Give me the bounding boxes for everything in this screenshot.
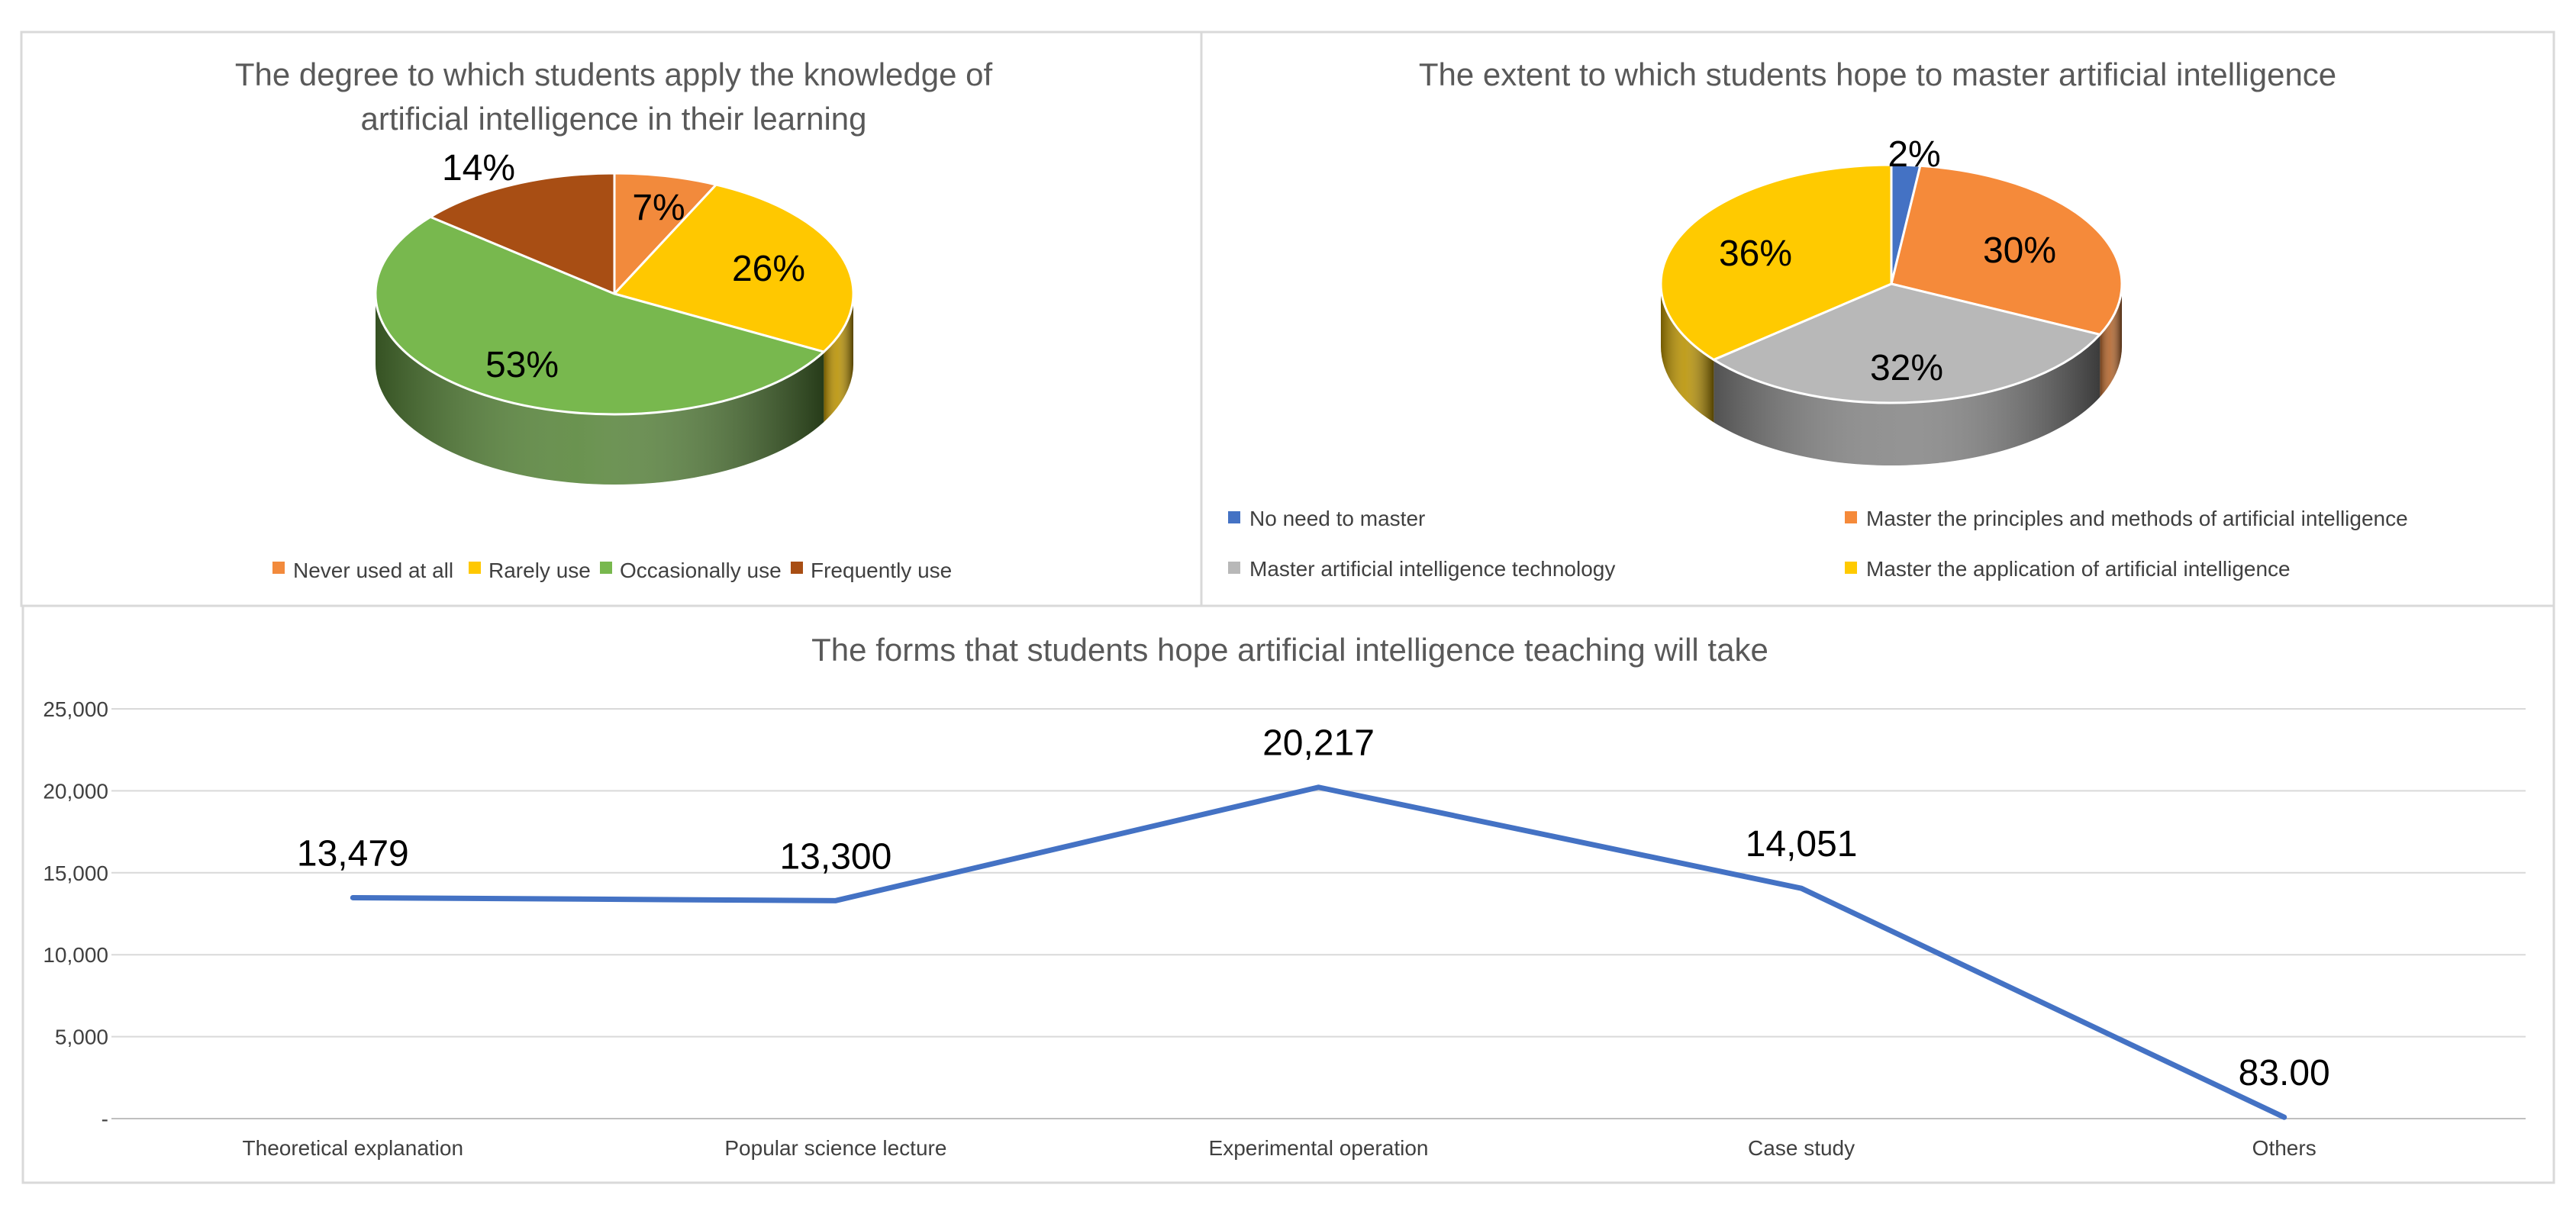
legend-swatch-frequently	[791, 562, 803, 574]
line-point-popular-science-lecture	[834, 900, 837, 902]
pie2-slice-label-technology: 32%	[1870, 348, 1943, 388]
legend-swatch-rarely	[469, 562, 481, 574]
y-tick-label-20000: 20,000	[43, 779, 108, 803]
legend-item-application: Master the application of artificial int…	[1845, 557, 2291, 581]
legend-label-never: Never used at all	[293, 559, 453, 582]
pie1-slice-never-used-at-all	[613, 172, 717, 295]
pie2-slice-label-principles: 30%	[1983, 230, 2056, 271]
pie1-slice-label-never: 7%	[632, 188, 685, 228]
line-x-axis-ticks: Theoretical explanation Popular science l…	[243, 1136, 2316, 1160]
pie2-slice-master-the-application-of-artificial-intelligence	[1659, 163, 1893, 361]
pie-chart-usage: The degree to which students apply the k…	[235, 56, 993, 582]
x-tick-label-case-study: Case study	[1748, 1136, 1855, 1160]
legend-item-no-need: No need to master	[1228, 507, 1425, 530]
legend-label-principles: Master the principles and methods of art…	[1866, 507, 2408, 530]
line-point-others	[2283, 1116, 2285, 1119]
pie1-top-face	[374, 172, 855, 416]
pie1-legend: Never used at all Rarely use Occasionall…	[272, 559, 952, 582]
pie2-slice-label-no-need: 2%	[1888, 134, 1940, 175]
line-point-experimental-operation	[1317, 786, 1320, 788]
panel-frame-line	[21, 604, 2555, 1184]
x-tick-label-experimental-operation: Experimental operation	[1209, 1136, 1429, 1160]
y-tick-label-10000: 10,000	[43, 943, 108, 967]
line-chart-teaching-forms: The forms that students hope artificial …	[43, 632, 2526, 1160]
legend-swatch-never	[272, 562, 285, 574]
legend-swatch-application	[1845, 562, 1857, 574]
pie2-legend: No need to master Master the principles …	[1228, 507, 2408, 581]
y-tick-label-0: -	[102, 1107, 108, 1131]
line-gridlines	[111, 708, 2526, 1119]
legend-label-no-need: No need to master	[1249, 507, 1425, 530]
legend-label-application: Master the application of artificial int…	[1866, 557, 2291, 581]
x-tick-label-theoretical-explanation: Theoretical explanation	[243, 1136, 464, 1160]
data-label-experimental-operation: 20,217	[1262, 723, 1375, 764]
legend-swatch-occasionally	[600, 562, 612, 574]
legend-item-rarely: Rarely use	[469, 559, 591, 582]
legend-item-occasionally: Occasionally use	[600, 559, 782, 582]
pie2-title: The extent to which students hope to mas…	[1419, 56, 2336, 92]
pie1-slice-frequently-use	[429, 172, 616, 295]
pie2-slice-master-artificial-intelligence-technology-side-shading	[1714, 334, 2100, 466]
line-point-theoretical-explanation	[352, 897, 354, 899]
pie1-slice-label-occasionally: 53%	[485, 345, 559, 385]
data-label-popular-science-lecture: 13,300	[779, 836, 891, 877]
legend-label-rarely: Rarely use	[488, 559, 591, 582]
y-tick-label-25000: 25,000	[43, 697, 108, 721]
x-tick-label-popular-science-lecture: Popular science lecture	[724, 1136, 946, 1160]
pie2-slice-label-application: 36%	[1719, 233, 1792, 274]
y-tick-label-5000: 5,000	[55, 1026, 108, 1049]
pie2-slice-master-artificial-intelligence-technology	[1712, 282, 2101, 404]
line-series-group	[350, 784, 2287, 1120]
data-label-others: 83.00	[2239, 1053, 2330, 1093]
pie-chart-mastery: The extent to which students hope to mas…	[1228, 56, 2408, 581]
pie1-title-line1: The degree to which students apply the k…	[235, 56, 993, 92]
legend-item-frequently: Frequently use	[791, 559, 952, 582]
legend-item-principles: Master the principles and methods of art…	[1845, 507, 2408, 530]
legend-swatch-technology	[1228, 562, 1240, 574]
pie2-slice-master-the-principles-and-methods-of-artificial-intelligence	[1890, 164, 2123, 336]
pie1-title-line2: artificial intelligence in their learnin…	[360, 101, 866, 137]
data-label-theoretical-explanation: 13,479	[297, 833, 409, 874]
legend-label-occasionally: Occasionally use	[620, 559, 782, 582]
line-data-labels: 13,479 13,300 20,217 14,051 83.00	[297, 723, 2330, 1093]
legend-swatch-no-need	[1228, 511, 1240, 523]
pie1-slice-label-rarely: 26%	[732, 249, 805, 289]
line-title: The forms that students hope artificial …	[811, 632, 1768, 668]
legend-item-technology: Master artificial intelligence technolog…	[1228, 557, 1615, 581]
pie2-top-face	[1659, 163, 2123, 404]
line-point-case-study	[1801, 887, 1803, 890]
y-tick-label-15000: 15,000	[43, 861, 108, 885]
line-y-axis-ticks: - 5,000 10,000 15,000 20,000 25,000	[43, 697, 108, 1131]
x-tick-label-others: Others	[2252, 1136, 2316, 1160]
pie1-slice-occasionally-use-side-shading	[376, 294, 824, 485]
legend-label-frequently: Frequently use	[811, 559, 952, 582]
line-series	[350, 784, 2287, 1120]
pie1-slice-occasionally-use	[374, 215, 825, 416]
legend-label-technology: Master artificial intelligence technolog…	[1249, 557, 1615, 581]
pie1-slice-label-frequently: 14%	[442, 148, 515, 188]
legend-item-never: Never used at all	[272, 559, 453, 582]
data-label-case-study: 14,051	[1746, 824, 1858, 865]
legend-swatch-principles	[1845, 511, 1857, 523]
pie2-slice-master-the-application-of-artificial-intelligence-side-shading	[1661, 284, 1714, 423]
